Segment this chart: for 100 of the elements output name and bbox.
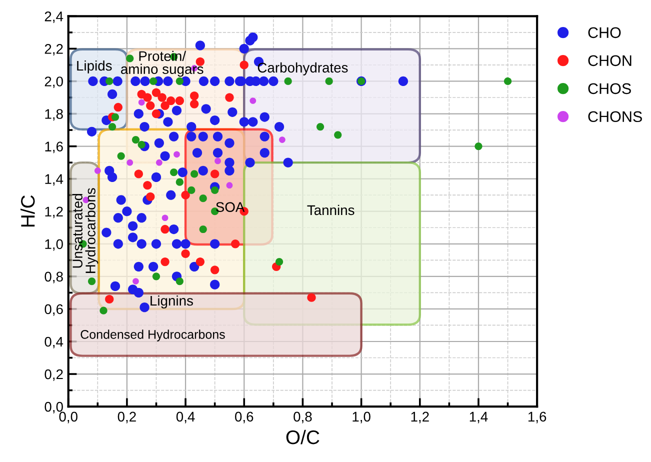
legend-label: CHON: [588, 55, 632, 66]
y-tick-label: 0,4: [44, 336, 64, 348]
point: [106, 77, 114, 86]
y-tick-label: 2,2: [44, 44, 63, 56]
legend-label: CHO: [588, 27, 621, 38]
point: [117, 152, 125, 160]
x-axis-title: O/C: [286, 430, 320, 444]
point: [275, 258, 284, 266]
legend-label: CHOS: [588, 83, 631, 94]
point: [134, 170, 143, 178]
point: [152, 109, 161, 118]
y-tick-label: 1,2: [45, 206, 63, 218]
x-tick-label: 0,2: [118, 412, 136, 424]
point: [225, 93, 234, 102]
y-tick-label: 1,0: [45, 239, 63, 251]
point: [325, 77, 333, 86]
point: [174, 151, 180, 158]
annotation: Lipids: [77, 60, 112, 74]
x-tick-label: 0,0: [59, 412, 78, 424]
point: [176, 178, 184, 186]
point: [143, 93, 152, 102]
x-tick-label: 1,2: [411, 412, 429, 424]
point: [150, 77, 158, 86]
point: [132, 136, 140, 144]
annotation: Carbohydrates: [258, 62, 348, 76]
point: [279, 136, 286, 143]
annotation: Condensed Hydrocarbons: [80, 330, 225, 342]
point: [146, 192, 155, 202]
point: [176, 77, 184, 86]
point: [146, 101, 155, 110]
point: [190, 170, 198, 178]
point: [196, 57, 205, 66]
annotation: Lignins: [150, 295, 193, 308]
point: [504, 77, 512, 86]
point: [156, 159, 162, 166]
point: [158, 93, 166, 102]
point: [88, 278, 96, 286]
point: [188, 186, 196, 194]
point: [231, 240, 240, 248]
point: [152, 88, 161, 97]
point: [114, 102, 122, 112]
point: [166, 96, 176, 106]
point: [284, 77, 292, 86]
x-tick-label: 1,0: [352, 412, 370, 424]
y-tick-label: 2,0: [44, 76, 63, 88]
x-tick-label: 0,6: [235, 412, 254, 424]
point: [100, 306, 108, 314]
point: [160, 257, 170, 266]
point: [474, 142, 482, 150]
point: [108, 122, 116, 131]
y-axis-title: H/C: [20, 195, 35, 227]
point: [210, 266, 220, 274]
y-tick-label: 2,4: [44, 12, 64, 23]
point: [181, 249, 190, 258]
y-tick-label: 1,8: [45, 109, 63, 121]
point: [199, 194, 207, 202]
annotation: SOA: [216, 202, 245, 212]
point: [105, 294, 114, 304]
point: [175, 96, 184, 106]
point: [162, 214, 168, 222]
point: [138, 140, 146, 148]
point: [190, 92, 199, 100]
point: [214, 158, 221, 164]
point: [196, 257, 205, 266]
x-tick-label: 0,8: [294, 412, 312, 424]
point: [190, 100, 199, 108]
point: [126, 159, 134, 166]
annotation: Unsaturated Hydrocarbons: [72, 188, 98, 273]
x-tick-label: 0,4: [176, 412, 195, 424]
y-tick-label: 0,2: [44, 369, 63, 381]
y-tick-label: 0,6: [44, 304, 63, 316]
point: [160, 224, 170, 234]
point: [334, 131, 342, 139]
point: [181, 190, 190, 200]
x-tick-label: 1,6: [528, 412, 546, 424]
annotation: Tannins: [307, 204, 354, 216]
point: [250, 98, 256, 104]
point: [211, 186, 219, 194]
point: [160, 101, 170, 110]
point: [316, 122, 324, 131]
y-tick-label: 1,6: [45, 142, 63, 154]
point: [176, 278, 184, 286]
point: [94, 168, 101, 174]
point: [210, 170, 220, 178]
point: [199, 225, 207, 234]
point: [132, 278, 139, 284]
y-tick-label: 0,0: [44, 402, 63, 414]
point: [138, 99, 145, 106]
y-tick-label: 0,8: [44, 272, 63, 284]
point: [307, 293, 316, 302]
point: [170, 168, 178, 176]
y-tick-label: 1,4: [45, 174, 64, 186]
x-tick-label: 1,4: [470, 412, 488, 424]
point: [143, 181, 152, 190]
point: [240, 60, 248, 70]
point: [126, 54, 134, 62]
point: [152, 272, 160, 280]
point: [226, 182, 233, 189]
point: [111, 113, 120, 121]
legend-label: CHONS: [588, 111, 642, 122]
